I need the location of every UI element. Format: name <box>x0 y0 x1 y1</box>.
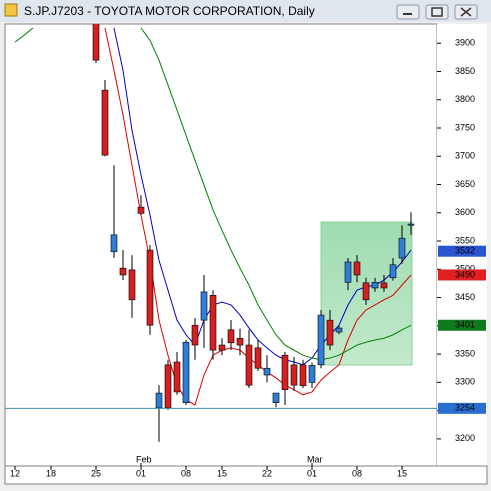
moving-average <box>113 27 412 366</box>
candle-body <box>173 361 181 393</box>
price-label: 3532 <box>455 246 475 256</box>
candle-body <box>137 206 145 214</box>
price-axis-area <box>437 24 487 466</box>
price-label-box <box>438 269 486 281</box>
candle-body <box>317 314 325 366</box>
window-icon <box>4 3 18 17</box>
candle-body <box>245 344 253 386</box>
candle-body <box>254 347 262 369</box>
candle-body <box>119 267 127 276</box>
minimize-button[interactable] <box>396 4 420 20</box>
y-tick-label: 3900 <box>455 38 475 48</box>
price-label-box <box>438 319 486 331</box>
candle-body <box>182 341 190 403</box>
maximize-button[interactable] <box>425 4 449 20</box>
x-tick-label: 15 <box>217 468 227 478</box>
candle-body <box>236 337 244 346</box>
candle-body <box>353 261 361 276</box>
time-axis-area <box>4 465 488 485</box>
close-icon <box>460 7 472 17</box>
candle-body <box>407 223 415 226</box>
x-tick-label: 15 <box>397 468 407 478</box>
candle-body <box>128 269 136 301</box>
candle-body <box>227 329 235 344</box>
x-tick-label: 08 <box>181 468 191 478</box>
x-tick-label: 12 <box>10 468 20 478</box>
moving-average <box>14 27 412 361</box>
plot-content <box>14 24 415 442</box>
y-tick-label: 3650 <box>455 179 475 189</box>
y-tick-label: 3350 <box>455 348 475 358</box>
y-tick-label: 3600 <box>455 207 475 217</box>
candle-body <box>371 282 379 289</box>
candle-body <box>272 392 280 403</box>
price-label-box <box>438 245 486 257</box>
y-tick-label: 3700 <box>455 151 475 161</box>
y-tick-label: 3550 <box>455 235 475 245</box>
candle-body <box>362 282 370 301</box>
candle-body <box>218 344 226 351</box>
price-label: 3401 <box>455 320 475 330</box>
candle-body <box>209 295 217 351</box>
y-tick-label: 3300 <box>455 377 475 387</box>
y-tick-label: 3800 <box>455 94 475 104</box>
highlight-zone <box>320 221 413 366</box>
title-bar <box>0 0 491 22</box>
y-tick-label: 3750 <box>455 122 475 132</box>
y-tick-label: 3850 <box>455 66 475 76</box>
candle-body <box>308 365 316 383</box>
candle-body <box>155 392 163 409</box>
candle-body <box>110 234 118 253</box>
price-label: 3490 <box>455 269 475 279</box>
window-buttons[interactable] <box>396 4 478 20</box>
y-tick-label: 3200 <box>455 433 475 443</box>
y-tick-label: 3500 <box>455 264 475 274</box>
candle-body <box>299 364 307 387</box>
x-tick-label: 08 <box>352 468 362 478</box>
candle-body <box>92 24 100 61</box>
price-label-box <box>438 402 486 414</box>
x-tick-label: 22 <box>262 468 272 478</box>
candle-body <box>164 364 172 409</box>
month-label: Feb <box>136 454 152 464</box>
candle-body <box>398 237 406 259</box>
candle-body <box>389 264 397 279</box>
candle-body <box>281 354 289 390</box>
candle-body <box>290 364 298 386</box>
candle-body <box>146 249 154 326</box>
candle-body <box>380 282 388 289</box>
x-tick-label: 01 <box>136 468 146 478</box>
x-tick-label: 25 <box>91 468 101 478</box>
x-tick-label: 18 <box>46 468 56 478</box>
y-tick-label: 3450 <box>455 292 475 302</box>
candle-body <box>263 367 271 376</box>
price-label: 3254 <box>455 403 475 413</box>
candle-body <box>101 89 109 156</box>
candle-body <box>335 327 343 333</box>
chart-title: S.JP.J7203 - TOYOTA MOTOR CORPORATION, D… <box>24 4 315 18</box>
candle-body <box>200 291 208 321</box>
month-label: Mar <box>307 454 323 464</box>
maximize-icon <box>431 7 443 17</box>
candle-body <box>191 324 199 346</box>
x-tick-label: 01 <box>307 468 317 478</box>
candle-body <box>326 319 334 346</box>
candle-body <box>344 261 352 283</box>
